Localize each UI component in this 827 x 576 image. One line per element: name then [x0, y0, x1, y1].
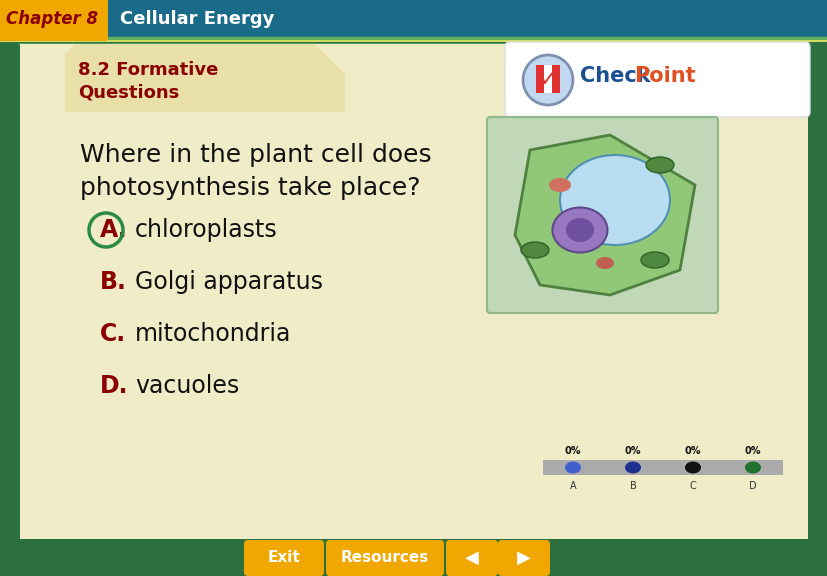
Text: D: D: [748, 481, 756, 491]
Ellipse shape: [684, 461, 700, 473]
Ellipse shape: [564, 461, 581, 473]
Ellipse shape: [645, 157, 673, 173]
Bar: [20, 540, 807, 576]
FancyBboxPatch shape: [504, 42, 809, 117]
FancyBboxPatch shape: [486, 117, 717, 313]
Ellipse shape: [548, 178, 571, 192]
Ellipse shape: [624, 461, 640, 473]
Text: mitochondria: mitochondria: [135, 322, 291, 346]
Text: 0%: 0%: [684, 446, 700, 456]
Ellipse shape: [744, 461, 760, 473]
Bar: [0, 0, 827, 38]
Ellipse shape: [640, 252, 668, 268]
Text: Cellular Energy: Cellular Energy: [120, 10, 274, 28]
Text: ▶: ▶: [516, 549, 530, 567]
Polygon shape: [514, 135, 694, 295]
Text: chloroplasts: chloroplasts: [135, 218, 277, 242]
Text: Where in the plant cell does: Where in the plant cell does: [80, 143, 431, 167]
Text: Exit: Exit: [267, 551, 300, 566]
Bar: [543, 460, 782, 475]
Text: 0%: 0%: [624, 446, 640, 456]
Text: B.: B.: [100, 270, 127, 294]
Ellipse shape: [595, 257, 614, 269]
Text: Golgi apparatus: Golgi apparatus: [135, 270, 323, 294]
Text: 8.2 Formative: 8.2 Formative: [78, 61, 218, 79]
Bar: [543, 65, 552, 93]
Ellipse shape: [520, 242, 548, 258]
Text: D.: D.: [100, 374, 128, 398]
Text: Resources: Resources: [341, 551, 428, 566]
Ellipse shape: [552, 207, 607, 252]
Text: 0%: 0%: [564, 446, 581, 456]
Text: vacuoles: vacuoles: [135, 374, 239, 398]
FancyBboxPatch shape: [497, 540, 549, 576]
Text: B: B: [629, 481, 636, 491]
FancyBboxPatch shape: [0, 0, 108, 41]
Text: A: A: [569, 481, 576, 491]
Text: photosynthesis take place?: photosynthesis take place?: [80, 176, 420, 200]
Text: ✓: ✓: [538, 70, 557, 90]
Bar: [535, 65, 543, 93]
Text: 0%: 0%: [743, 446, 760, 456]
Circle shape: [523, 55, 572, 105]
Text: Check: Check: [579, 66, 650, 86]
FancyBboxPatch shape: [446, 540, 497, 576]
Ellipse shape: [559, 155, 669, 245]
Text: Chapter 8: Chapter 8: [6, 10, 98, 28]
Text: A.: A.: [100, 218, 127, 242]
Text: C: C: [689, 481, 696, 491]
Polygon shape: [65, 44, 345, 112]
FancyBboxPatch shape: [326, 540, 443, 576]
Text: ◀: ◀: [465, 549, 478, 567]
FancyBboxPatch shape: [20, 44, 807, 539]
Bar: [16, 40, 811, 543]
Bar: [552, 65, 559, 93]
Text: Point: Point: [633, 66, 695, 86]
Text: C.: C.: [100, 322, 126, 346]
Ellipse shape: [566, 218, 593, 242]
Text: Questions: Questions: [78, 84, 179, 102]
FancyBboxPatch shape: [244, 540, 323, 576]
